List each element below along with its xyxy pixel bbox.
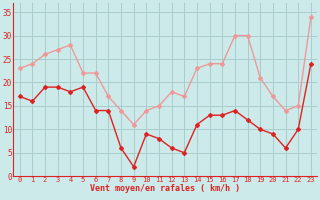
X-axis label: Vent moyen/en rafales ( km/h ): Vent moyen/en rafales ( km/h ): [90, 184, 240, 193]
